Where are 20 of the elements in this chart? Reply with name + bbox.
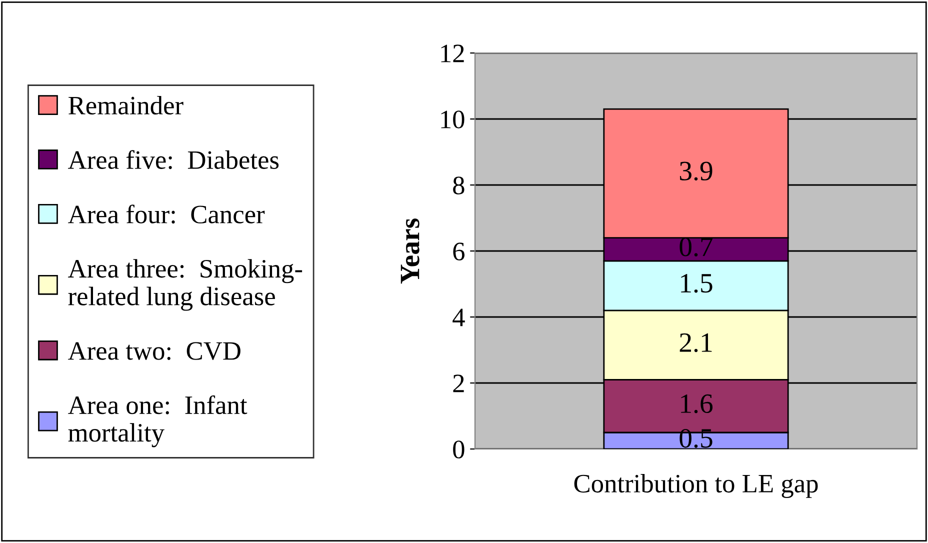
y-axis-title: Years <box>400 218 420 284</box>
data-label: 0.5 <box>680 428 712 448</box>
y-tick-label: 0 <box>453 440 464 458</box>
y-tick-label: 2 <box>453 374 464 392</box>
y-tick-label: 12 <box>441 44 464 62</box>
legend-label: Area three: Smoking- related lung disease <box>68 259 302 311</box>
data-label: 1.5 <box>681 274 712 293</box>
legend-label: Remainder <box>68 96 184 115</box>
data-label: 1.6 <box>681 394 713 414</box>
data-label: 3.9 <box>680 162 712 181</box>
y-tick-label: 4 <box>452 308 465 326</box>
data-label: 2.1 <box>680 333 712 352</box>
legend-label: Area five: Diabetes <box>68 150 279 170</box>
legend-label: Area one: Infant mortality <box>68 395 248 448</box>
y-tick-label: 8 <box>453 176 464 194</box>
x-tick-label: Contribution to LE gap <box>574 474 818 498</box>
y-tick-label: 10 <box>441 110 464 128</box>
legend-label: Area four: Cancer <box>68 204 265 224</box>
y-tick-label: 6 <box>453 242 464 260</box>
legend-label: Area two: CVD <box>68 342 240 360</box>
